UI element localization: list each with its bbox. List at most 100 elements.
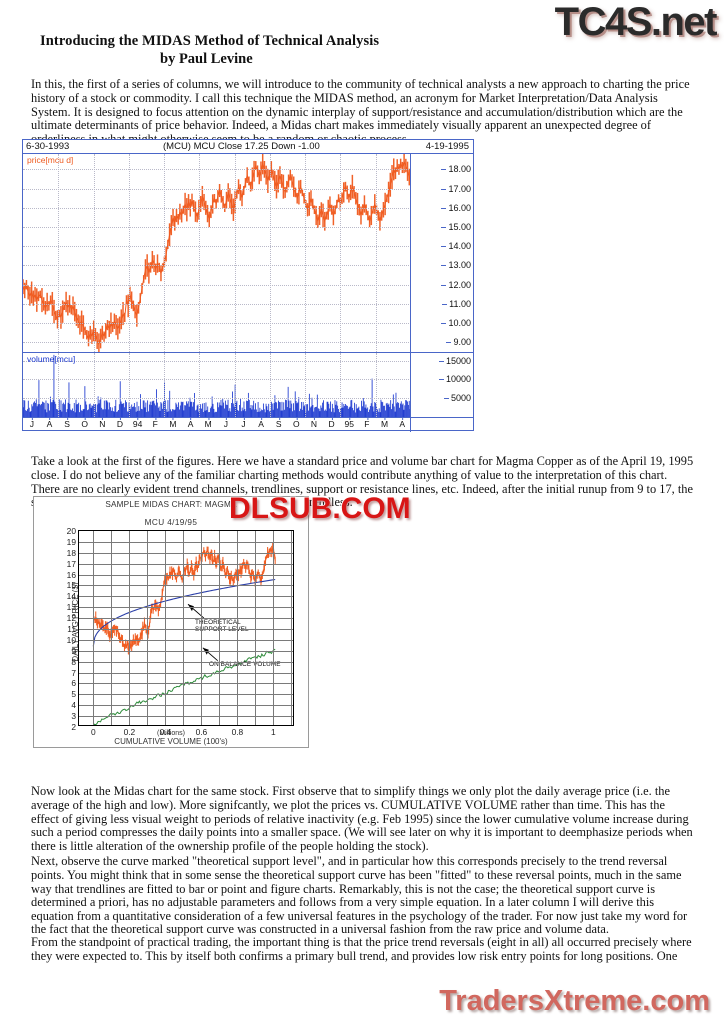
- midas-ytick: 12: [66, 613, 76, 624]
- chart1-month-tick: O: [293, 418, 300, 429]
- midas-chart-title: SAMPLE MIDAS CHART: MAGMA: [105, 500, 237, 509]
- chart1-price-ytick: 12.00: [441, 279, 471, 290]
- midas-xtick: 1: [271, 727, 276, 737]
- chart1-volume-ytick: 5000: [443, 393, 471, 404]
- gridline: [199, 154, 201, 352]
- gridline: [23, 207, 411, 209]
- midas-ytick: 17: [66, 558, 76, 569]
- chart1-month-tick: M: [380, 418, 389, 429]
- gridline: [79, 650, 293, 652]
- gridline: [79, 705, 293, 707]
- chart1-month-ticks: J A S O N D 94 F M A M J J A S O N D 95 F M A: [23, 418, 411, 432]
- chart1-month-tick: F: [364, 418, 370, 429]
- chart1-volume-pane: volume[mcu] 15000 10000 5000: [23, 353, 473, 418]
- chart1-price-ytick: 10.00: [441, 318, 471, 329]
- chart1-header: 6-30-1993 (MCU) MCU Close 17.25 Down -1.…: [23, 140, 473, 154]
- watermark-dlsub: DLSUB.COM: [228, 491, 411, 526]
- midas-chart-xunit: (Millions): [157, 730, 185, 737]
- gridline: [164, 154, 166, 352]
- chart1-month-tick: A: [399, 418, 406, 429]
- chart1-month-tick: J: [223, 418, 228, 429]
- gridline: [128, 353, 130, 417]
- gridline: [340, 353, 342, 417]
- gridline: [93, 531, 95, 725]
- midas-xtick: 0.4: [159, 727, 172, 737]
- annotation-theoretical-support: THEORETICAL SUPPORT LEVEL: [195, 619, 249, 634]
- gridline: [23, 227, 411, 229]
- chart1-month-tick: 94: [132, 418, 143, 429]
- gridline: [291, 531, 293, 725]
- chart1-price-pane: price[mcu d] 18.00 17.00 16.00 15.00 14.00 13…: [23, 154, 473, 353]
- chart1-price-ytick: 16.00: [441, 202, 471, 213]
- chart1-price-ytick: 14.00: [441, 241, 471, 252]
- gridline: [79, 541, 293, 543]
- gridline: [129, 531, 131, 725]
- gridline: [23, 379, 411, 381]
- chart1-volume-series: [23, 354, 411, 417]
- chart1-start-date: 6-30-1993: [26, 141, 70, 152]
- paragraph-support: Next, observe the curve marked "theoreti…: [31, 854, 688, 937]
- chart1-month-tick: F: [152, 418, 158, 429]
- gridline: [79, 618, 293, 620]
- chart1-month-tick: D: [328, 418, 335, 429]
- chart1-month-tick: S: [64, 418, 70, 429]
- page-title: Introducing the MIDAS Method of Technica…: [40, 33, 380, 49]
- chart1-price-ytick: 11.00: [442, 298, 471, 309]
- gridline: [93, 154, 95, 352]
- gridline: [201, 531, 203, 725]
- chart1-volume-ytick: 15000: [438, 355, 471, 366]
- annotation-support-line1: THEORETICAL: [195, 619, 241, 626]
- chart1-month-tick: O: [81, 418, 89, 429]
- midas-ytick: 10: [66, 634, 76, 645]
- gridline: [23, 188, 411, 190]
- midas-ytick: 6: [71, 678, 76, 689]
- chart1-price-ytick: 18.00: [441, 164, 471, 175]
- gridline: [23, 303, 411, 305]
- gridline: [340, 154, 342, 352]
- gridline: [79, 607, 293, 609]
- chart1-month-tick: S: [275, 418, 282, 429]
- chart1-price-ytick: 13.00: [441, 260, 471, 271]
- gridline: [79, 585, 293, 587]
- chart1-volume-ytick: 10000: [438, 374, 471, 385]
- chart1-month-axis-rail: [410, 418, 411, 432]
- gridline: [165, 531, 167, 725]
- gridline: [58, 353, 60, 417]
- gridline: [79, 672, 293, 674]
- chart1-price-axis-rail: [410, 154, 411, 352]
- chart1-month-tick: D: [116, 418, 124, 429]
- chart1-price-ytick: 15.00: [441, 222, 471, 233]
- midas-ytick: 9: [71, 645, 76, 656]
- gridline: [23, 342, 411, 344]
- gridline: [164, 353, 166, 417]
- chart1-end-date: 4-19-1995: [425, 141, 469, 152]
- gridline: [269, 353, 271, 417]
- gridline: [23, 169, 411, 171]
- midas-ytick: 19: [66, 536, 76, 547]
- gridline: [79, 629, 293, 630]
- gridline: [23, 284, 411, 286]
- gridline: [273, 531, 275, 725]
- gridline: [79, 694, 293, 696]
- midas-ytick: 18: [66, 547, 76, 558]
- byline: by Paul Levine: [160, 51, 253, 67]
- annotation-on-balance-volume: ON BALANCE VOLUME: [209, 661, 281, 668]
- midas-xtick: 0: [91, 727, 96, 737]
- paragraph-trading: From the standpoint of practical trading…: [31, 935, 692, 963]
- gridline: [79, 596, 293, 598]
- chart1-volume-axis-rail: [410, 353, 411, 417]
- chart1-quote-line: (MCU) MCU Close 17.25 Down -1.00: [163, 141, 320, 152]
- gridline: [183, 531, 185, 725]
- paragraph-midas: Now look at the Midas chart for the same…: [31, 784, 693, 853]
- gridline: [79, 661, 293, 663]
- gridline: [79, 574, 293, 576]
- gridline: [219, 531, 221, 725]
- midas-ytick: 4: [71, 700, 76, 711]
- chart1-month-tick: A: [187, 418, 194, 429]
- gridline: [79, 716, 293, 718]
- midas-xtick: 0.6: [195, 727, 208, 737]
- gridline: [199, 353, 201, 417]
- gridline: [234, 154, 236, 352]
- gridline: [79, 563, 293, 565]
- gridline: [375, 154, 377, 352]
